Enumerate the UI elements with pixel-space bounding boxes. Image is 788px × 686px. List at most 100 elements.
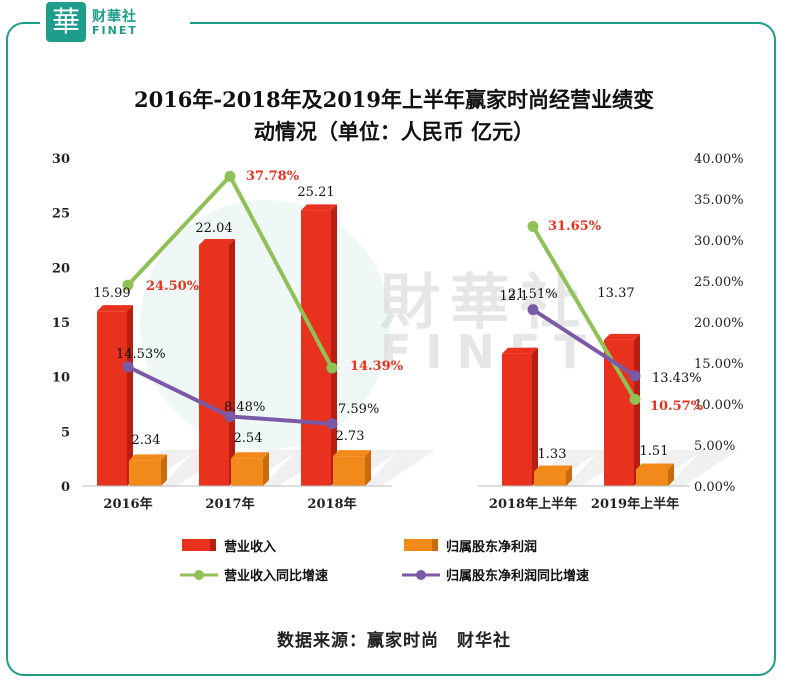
revenue-growth-label: 10.57% — [650, 399, 704, 414]
revenue-data-label: 25.21 — [297, 185, 334, 200]
profit-bar-top — [333, 450, 371, 457]
legend-profit-swatch — [404, 539, 432, 551]
legend-profit-label: 归属股东净利润 — [446, 539, 537, 555]
revenue-bar-top — [604, 333, 640, 340]
revenue-bar — [502, 353, 532, 486]
y2-tick-label: 5.00% — [694, 439, 735, 454]
profit-growth-label: 14.53% — [116, 347, 166, 362]
profit-bar-shadow — [365, 450, 435, 486]
y-tick-label: 5 — [61, 425, 70, 440]
chart-title-line-2: 动情况（单位：人民币 亿元） — [253, 119, 535, 144]
profit-bar-top — [129, 454, 167, 461]
profit-bar-side — [263, 452, 269, 486]
y2-tick-label: 30.00% — [694, 234, 744, 249]
legend-revenue-swatch-side — [210, 539, 216, 551]
chart-title: 2016年-2018年及2019年上半年赢家时尚经营业绩变 动情况（单位：人民币… — [100, 84, 688, 148]
legend-revenue-label: 营业收入 — [224, 539, 276, 555]
revenue-growth-label: 24.50% — [146, 279, 200, 294]
profit-growth-label: 13.43% — [652, 371, 702, 386]
logo-glyph: 華 — [46, 2, 86, 42]
profit-bar — [231, 458, 263, 486]
revenue-growth-point — [326, 362, 338, 374]
logo-en-text: FINET — [92, 24, 138, 37]
y2-tick-label: 15.00% — [694, 357, 744, 372]
revenue-growth-point — [224, 170, 236, 182]
profit-growth-point — [326, 418, 338, 430]
profit-data-label: 2.73 — [336, 429, 365, 444]
profit-bar-side — [365, 450, 371, 486]
revenue-data-label: 12.1 — [500, 289, 529, 304]
legend-revenue-swatch — [182, 539, 210, 551]
profit-data-label: 2.54 — [234, 431, 263, 446]
legend-profit-growth-label: 归属股东净利润同比增速 — [446, 568, 589, 584]
x-tick-label: 2018年上半年 — [489, 496, 577, 512]
legend-profit-growth-marker — [416, 570, 426, 580]
revenue-growth-point — [122, 279, 134, 291]
profit-growth-label: 8.48% — [224, 400, 265, 415]
y-tick-label: 15 — [52, 316, 70, 331]
y2-tick-label: 35.00% — [694, 193, 744, 208]
profit-data-label: 1.33 — [538, 447, 567, 462]
profit-growth-point — [629, 370, 641, 382]
profit-growth-point — [122, 361, 134, 373]
revenue-bar — [604, 339, 634, 486]
y2-tick-label: 40.00% — [694, 152, 744, 167]
y-tick-label: 20 — [52, 261, 70, 276]
finet-logo: 華 财華社 FINET — [40, 0, 190, 44]
legend-profit-swatch-side — [432, 539, 438, 551]
revenue-growth-label: 14.39% — [350, 359, 404, 374]
watermark-cn: 財華社 — [380, 268, 590, 338]
x-tick-label: 2017年 — [205, 496, 254, 512]
revenue-bar-top — [301, 204, 337, 211]
profit-growth-label: 7.59% — [338, 402, 379, 417]
legend-revenue-growth-marker — [194, 570, 204, 580]
profit-data-label: 1.51 — [640, 444, 669, 459]
revenue-bar-top — [199, 239, 235, 246]
legend-revenue-growth-label: 营业收入同比增速 — [224, 568, 328, 584]
profit-growth-point — [527, 304, 539, 316]
revenue-bar-side — [634, 333, 640, 486]
data-source: 数据来源：赢家时尚 财华社 — [277, 631, 511, 651]
revenue-bar-side — [229, 239, 235, 486]
revenue-bar-side — [331, 204, 337, 486]
x-tick-label: 2016年 — [103, 496, 152, 512]
profit-bar — [534, 471, 566, 486]
y-tick-label: 30 — [52, 152, 70, 167]
profit-growth-label: 21.51% — [508, 287, 558, 302]
revenue-data-label: 22.04 — [195, 221, 232, 236]
x-tick-label: 2018年 — [307, 496, 356, 512]
chart-frame — [6, 22, 776, 676]
profit-growth-line — [531, 307, 637, 378]
chart-title-line-1: 2016年-2018年及2019年上半年赢家时尚经营业绩变 — [133, 87, 655, 112]
revenue-bar-top — [502, 347, 538, 354]
revenue-growth-line — [531, 225, 637, 401]
revenue-bar — [301, 210, 331, 486]
logo-cn-text: 财華社 — [92, 9, 137, 25]
profit-bar-top — [534, 465, 572, 472]
y-tick-label: 0 — [61, 480, 70, 495]
y2-tick-label: 25.00% — [694, 275, 744, 290]
profit-bar-top — [231, 452, 269, 459]
revenue-growth-label: 31.65% — [548, 219, 602, 234]
profit-bar-top — [636, 463, 674, 470]
profit-bar — [333, 456, 365, 486]
profit-data-label: 2.34 — [132, 433, 161, 448]
revenue-bar — [199, 245, 229, 486]
profit-growth-point — [224, 410, 236, 422]
revenue-data-label: 13.37 — [597, 286, 634, 301]
watermark-en: FINET — [380, 325, 600, 379]
profit-bar — [129, 460, 161, 486]
revenue-growth-point — [629, 393, 641, 405]
revenue-bar — [97, 311, 127, 486]
y-tick-label: 25 — [52, 207, 70, 222]
profit-bar-side — [161, 454, 167, 486]
revenue-data-label: 15.99 — [93, 286, 130, 301]
profit-bar-shadow — [668, 450, 738, 486]
revenue-growth-label: 37.78% — [246, 169, 300, 184]
x-tick-label: 2019年上半年 — [591, 496, 679, 512]
revenue-bar-top — [97, 305, 133, 312]
profit-bar-side — [668, 463, 674, 486]
y2-tick-label: 0.00% — [694, 480, 735, 495]
profit-bar — [636, 469, 668, 486]
